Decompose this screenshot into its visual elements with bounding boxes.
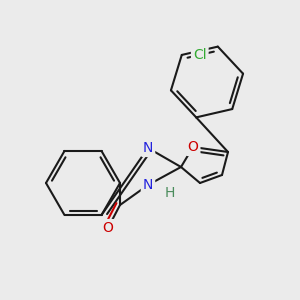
Text: O: O — [103, 221, 113, 235]
Text: O: O — [188, 140, 198, 154]
Text: N: N — [143, 141, 153, 155]
Text: Cl: Cl — [193, 48, 207, 62]
Text: N: N — [143, 178, 153, 192]
Text: H: H — [165, 186, 175, 200]
